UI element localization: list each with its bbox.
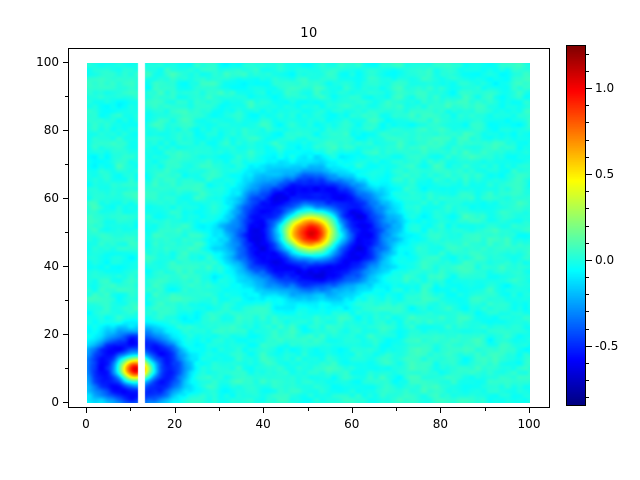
x-tick-label: 100 [517, 417, 541, 431]
colorbar-minor-tick [586, 156, 589, 158]
y-tick [63, 198, 68, 199]
colorbar-minor-tick [586, 397, 589, 399]
x-tick-label: 80 [432, 417, 449, 431]
y-tick [63, 266, 68, 267]
y-tick-label: 80 [43, 123, 59, 137]
colorbar-minor-tick [586, 70, 589, 72]
colorbar-gradient [567, 46, 585, 405]
y-tick-label: 100 [36, 55, 59, 69]
colorbar-tick-label: 0.0 [595, 252, 615, 267]
colorbar-minor-tick [586, 53, 589, 55]
y-tick-label: 40 [43, 259, 59, 273]
x-tick [351, 408, 353, 413]
y-tick-label: 20 [43, 327, 59, 341]
colorbar-minor-tick [586, 380, 589, 382]
x-tick [440, 408, 442, 413]
colorbar-minor-tick [586, 191, 589, 193]
x-minor-tick [218, 408, 220, 411]
y-tick [63, 130, 68, 131]
colorbar-tick [586, 259, 592, 261]
y-tick [63, 62, 68, 63]
x-tick-label: 60 [344, 417, 360, 431]
x-minor-tick [307, 408, 309, 411]
y-minor-tick [65, 232, 68, 233]
page-title: 10 [300, 26, 318, 41]
colorbar-tick [586, 87, 592, 89]
x-minor-tick [484, 408, 486, 411]
colorbar-minor-tick [586, 328, 589, 330]
colorbar-minor-tick [586, 139, 589, 141]
colorbar-minor-tick [586, 363, 589, 365]
colorbar-minor-tick [586, 311, 589, 313]
y-tick-label: 60 [43, 191, 59, 205]
heatmap-image [87, 63, 530, 403]
colorbar-minor-tick [586, 122, 589, 124]
colorbar-minor-tick [586, 225, 589, 227]
image-axes[interactable] [68, 48, 550, 408]
x-tick-label: 40 [255, 417, 271, 431]
colorbar-tick-label: 1.0 [595, 80, 615, 95]
y-minor-tick [65, 164, 68, 165]
y-tick [63, 334, 68, 335]
colorbar-tick-label: -0.5 [595, 338, 619, 353]
colorbar-tick [586, 173, 592, 175]
y-minor-tick [65, 300, 68, 301]
y-tick [63, 402, 68, 403]
y-minor-tick [65, 368, 68, 369]
colorbar-tick-label: 0.5 [595, 166, 615, 181]
x-tick [529, 408, 530, 413]
x-tick [86, 408, 87, 413]
colorbar[interactable] [566, 45, 586, 406]
x-tick-label: 0 [82, 417, 90, 431]
x-tick [263, 408, 265, 413]
y-minor-tick [65, 96, 68, 97]
x-minor-tick [130, 408, 132, 411]
colorbar-minor-tick [586, 277, 589, 279]
colorbar-tick [586, 345, 592, 347]
x-tick [174, 408, 176, 413]
colorbar-minor-tick [586, 208, 589, 210]
colorbar-minor-tick [586, 105, 589, 107]
colorbar-minor-tick [586, 242, 589, 244]
colorbar-minor-tick [586, 294, 589, 296]
x-tick-label: 20 [166, 417, 183, 431]
x-minor-tick [396, 408, 398, 411]
y-tick-label: 0 [51, 395, 59, 409]
